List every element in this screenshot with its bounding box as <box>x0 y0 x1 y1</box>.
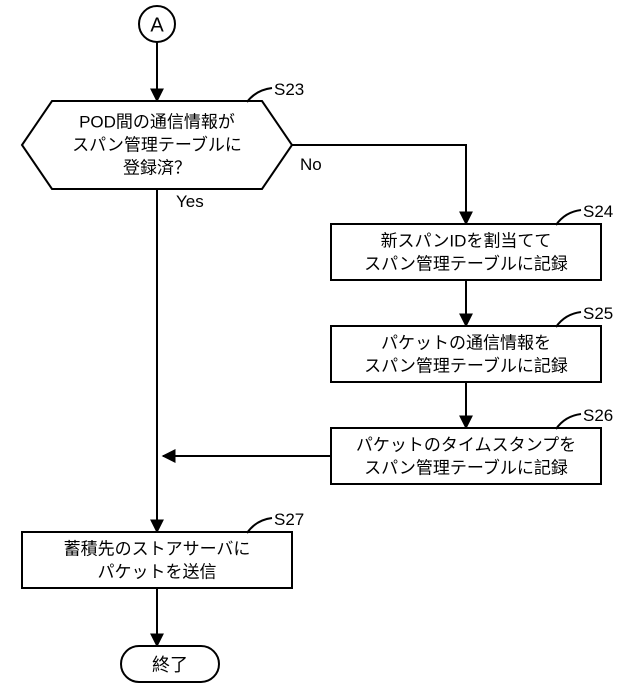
step-arc-s24 <box>556 210 581 225</box>
terminator-end: 終了 <box>121 646 219 682</box>
decision-s23: POD間の通信情報が スパン管理テーブルに 登録済？ <box>22 101 292 189</box>
process-s25-line1: パケットの通信情報を <box>381 333 551 352</box>
process-s27-line2: パケットを送信 <box>98 562 217 581</box>
process-s26-line2: スパン管理テーブルに記録 <box>364 457 568 477</box>
process-s24-line2: スパン管理テーブルに記録 <box>364 253 568 273</box>
process-s26: パケットのタイムスタンプを スパン管理テーブルに記録 <box>331 428 601 484</box>
process-s27: 蓄積先のストアサーバに パケットを送信 <box>22 532 292 588</box>
decision-s23-line2: スパン管理テーブルに <box>72 134 242 154</box>
step-label-s25: S25 <box>583 304 613 323</box>
decision-s23-line3: 登録済？ <box>123 158 191 177</box>
terminator-end-label: 終了 <box>152 655 188 675</box>
step-arc-s27 <box>247 518 272 533</box>
step-label-s27: S27 <box>274 510 304 529</box>
process-s25: パケットの通信情報を スパン管理テーブルに記録 <box>331 326 601 382</box>
connector-a-label: A <box>150 14 164 36</box>
step-label-s24: S24 <box>583 202 613 221</box>
connector-a: A <box>139 6 175 42</box>
step-arc-s23 <box>247 88 272 102</box>
step-label-s26: S26 <box>583 406 613 425</box>
process-s24: 新スパンIDを割当てて スパン管理テーブルに記録 <box>331 224 601 280</box>
edge-label-yes: Yes <box>176 192 204 211</box>
process-s24-line1: 新スパンIDを割当てて <box>381 231 552 250</box>
step-arc-s26 <box>556 414 581 429</box>
process-s27-line1: 蓄積先のストアサーバに <box>64 539 251 558</box>
step-label-s23: S23 <box>274 80 304 99</box>
edge-label-no: No <box>300 155 322 174</box>
process-s25-line2: スパン管理テーブルに記録 <box>364 355 568 375</box>
process-s26-line1: パケットのタイムスタンプを <box>356 435 576 454</box>
step-arc-s25 <box>556 312 581 327</box>
decision-s23-line1: POD間の通信情報が <box>79 112 235 131</box>
